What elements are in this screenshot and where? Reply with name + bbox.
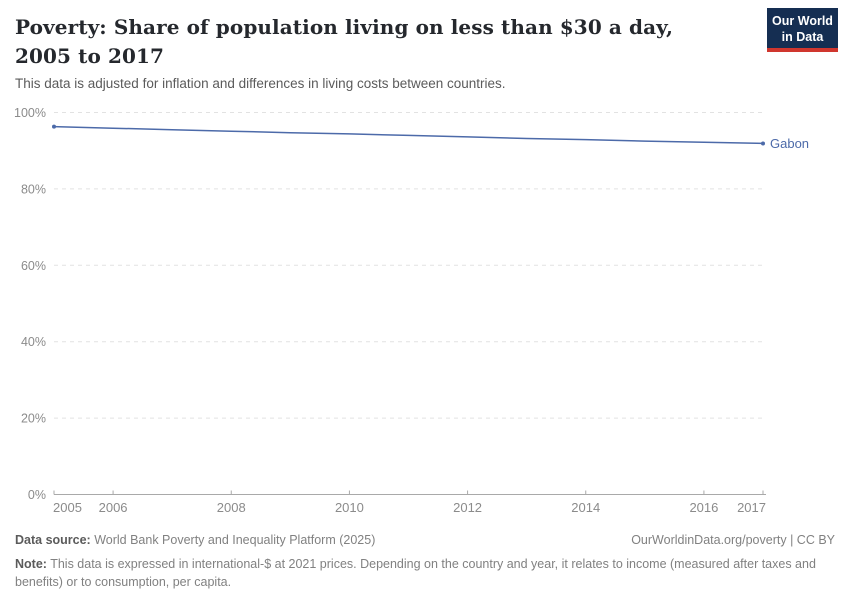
x-tick-label: 2012 xyxy=(453,500,482,515)
x-tick-label: 2006 xyxy=(99,500,128,515)
y-tick-label: 20% xyxy=(21,412,46,426)
y-tick-label: 100% xyxy=(14,106,46,120)
series-label-gabon: Gabon xyxy=(770,136,809,151)
chart-subtitle: This data is adjusted for inflation and … xyxy=(15,76,506,91)
y-tick-label: 40% xyxy=(21,335,46,349)
license-link[interactable]: OurWorldinData.org/poverty | CC BY xyxy=(631,533,835,547)
x-tick-label: 2017 xyxy=(737,500,766,515)
y-tick-label: 80% xyxy=(21,182,46,196)
x-tick-label: 2005 xyxy=(53,500,82,515)
line-chart: 0% 20% 40% 60% 80% 100% 2005 2006 2008 2010 2012 20… xyxy=(0,96,850,528)
data-source: Data source: World Bank Poverty and Ineq… xyxy=(15,531,375,549)
owid-logo-line1: Our World xyxy=(772,14,833,28)
note-value: This data is expressed in international-… xyxy=(15,557,816,590)
data-source-value: World Bank Poverty and Inequality Platfo… xyxy=(90,533,376,547)
page-title: Poverty: Share of population living on l… xyxy=(15,15,674,68)
owid-logo[interactable]: Our World in Data xyxy=(767,8,838,52)
chart-footer: Data source: World Bank Poverty and Ineq… xyxy=(15,531,835,591)
line-chart-svg: 0% 20% 40% 60% 80% 100% 2005 2006 2008 2010 2012 20… xyxy=(14,106,809,515)
series-end-dot xyxy=(761,141,765,146)
owid-logo-accent-bar xyxy=(767,48,838,52)
data-source-label: Data source: xyxy=(15,533,91,547)
series-line-gabon xyxy=(53,125,764,145)
series-start-dot xyxy=(52,124,56,129)
x-tick-label: 2008 xyxy=(217,500,246,515)
x-tick-label: 2010 xyxy=(335,500,364,515)
y-tick-label: 0% xyxy=(28,488,46,502)
y-tick-label: 60% xyxy=(21,259,46,273)
owid-logo-line2: in Data xyxy=(781,29,824,44)
note-label: Note: xyxy=(15,557,47,572)
x-tick-label: 2014 xyxy=(571,500,600,515)
x-tick-label: 2016 xyxy=(689,500,718,515)
